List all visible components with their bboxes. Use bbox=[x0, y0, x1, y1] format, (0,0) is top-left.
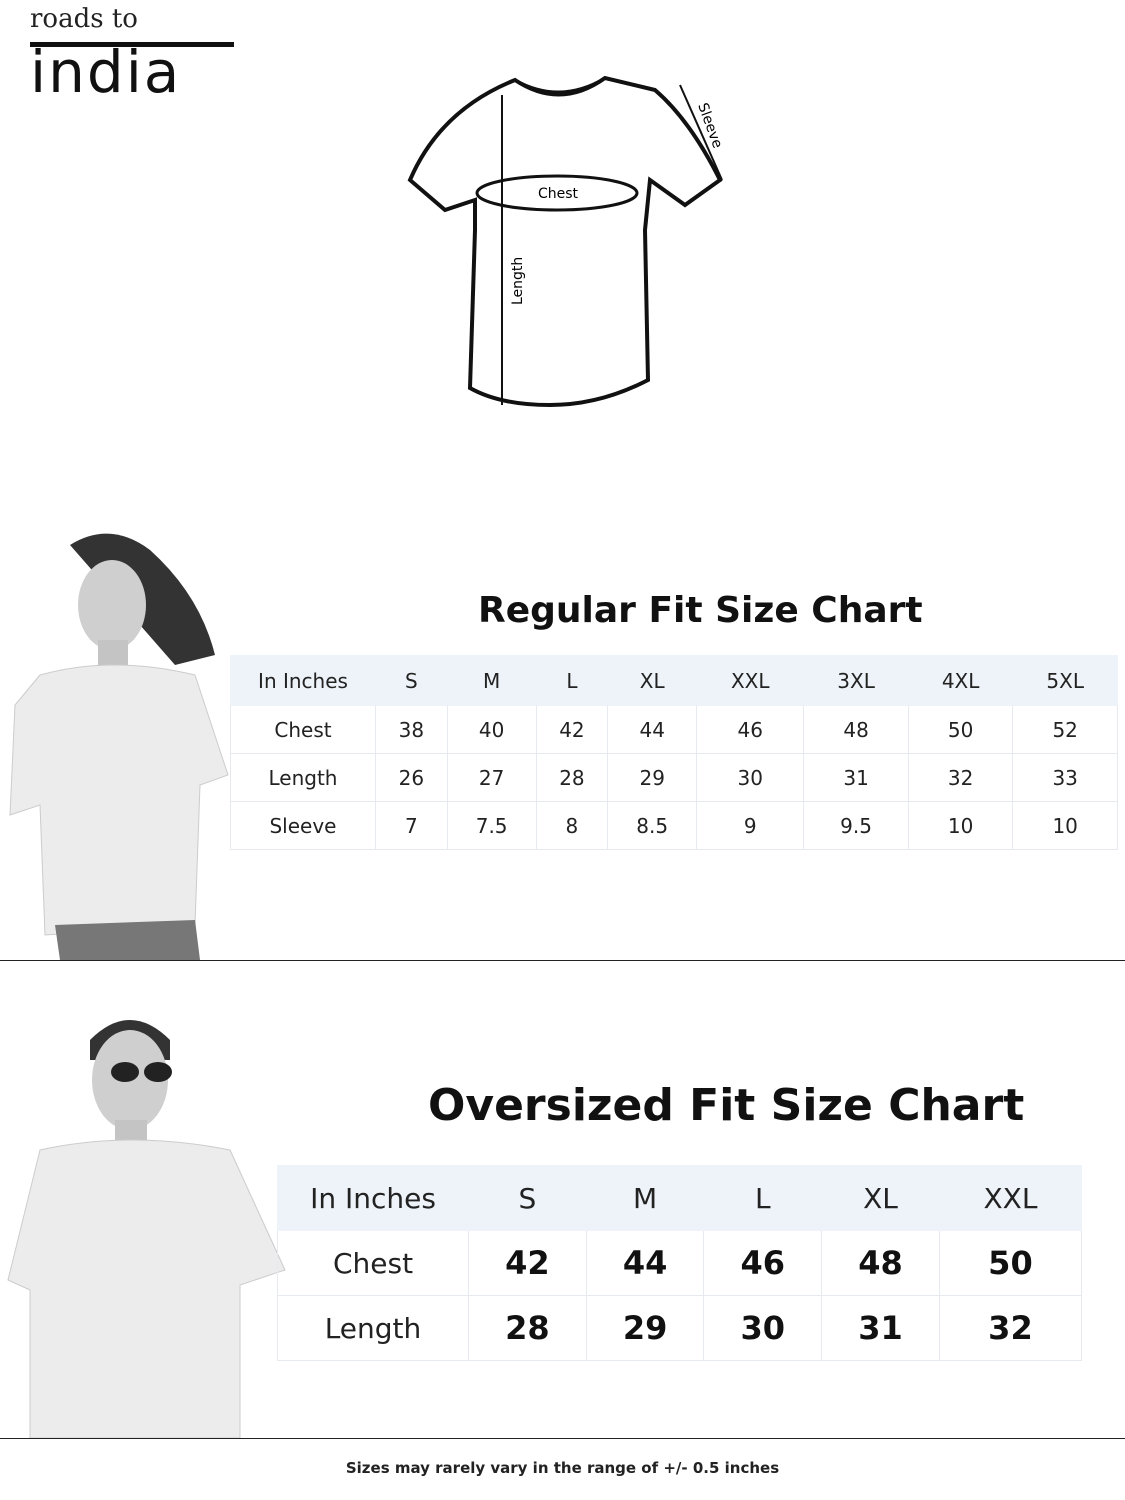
header-cell: XL bbox=[607, 655, 698, 706]
header-cell: S bbox=[468, 1165, 587, 1231]
value-cell: 33 bbox=[1012, 753, 1118, 802]
table-row: Chest 42 44 46 48 50 bbox=[277, 1230, 1083, 1296]
header-cell: XL bbox=[821, 1165, 940, 1231]
tshirt-outline bbox=[407, 75, 723, 408]
logo-bar bbox=[30, 42, 234, 47]
value-cell: 30 bbox=[696, 753, 805, 802]
value-cell: 44 bbox=[585, 1230, 705, 1296]
header-cell: L bbox=[535, 655, 609, 706]
header-cell: XXL bbox=[938, 1165, 1083, 1231]
value-cell: 28 bbox=[535, 753, 609, 802]
length-label: Length bbox=[510, 257, 526, 305]
value-cell: 48 bbox=[821, 1230, 940, 1296]
header-cell: M bbox=[585, 1165, 705, 1231]
value-cell: 42 bbox=[468, 1230, 587, 1296]
value-cell: 52 bbox=[1012, 705, 1118, 754]
header-cell: In Inches bbox=[277, 1165, 469, 1231]
value-cell: 29 bbox=[607, 753, 698, 802]
logo-main-text: india bbox=[30, 38, 182, 106]
value-cell: 7 bbox=[375, 801, 448, 850]
value-cell: 28 bbox=[468, 1295, 587, 1361]
oversized-chart-title: Oversized Fit Size Chart bbox=[428, 1080, 1025, 1131]
header-cell: In Inches bbox=[230, 655, 376, 706]
value-cell: 32 bbox=[938, 1295, 1083, 1361]
value-cell: 50 bbox=[938, 1230, 1083, 1296]
tshirt-measurement-diagram: Chest Length Sleeve bbox=[407, 75, 725, 408]
woman-model-photo bbox=[9, 533, 229, 960]
brand-logo: roads to india bbox=[14, 4, 234, 106]
man-model-photo bbox=[7, 1020, 286, 1438]
value-cell: 42 bbox=[535, 705, 609, 754]
value-cell: 31 bbox=[821, 1295, 940, 1361]
value-cell: 29 bbox=[585, 1295, 705, 1361]
sleeve-measure-line bbox=[679, 84, 723, 181]
table-row: Length 26 27 28 29 30 31 32 33 bbox=[230, 753, 1118, 802]
value-cell: 8.5 bbox=[607, 801, 698, 850]
row-label: Length bbox=[277, 1295, 469, 1361]
header-cell: 3XL bbox=[803, 655, 909, 706]
table-row: Sleeve 7 7.5 8 8.5 9 9.5 10 10 bbox=[230, 801, 1118, 850]
value-cell: 31 bbox=[803, 753, 909, 802]
value-cell: 30 bbox=[703, 1295, 823, 1361]
value-cell: 10 bbox=[907, 801, 1014, 850]
header-cell: S bbox=[375, 655, 448, 706]
value-cell: 48 bbox=[803, 705, 909, 754]
value-cell: 38 bbox=[375, 705, 448, 754]
table-header-row: In Inches S M L XL XXL 3XL 4XL 5XL bbox=[230, 655, 1118, 706]
header-cell: L bbox=[703, 1165, 823, 1231]
table-header-row: In Inches S M L XL XXL bbox=[277, 1165, 1083, 1231]
header-cell: XXL bbox=[696, 655, 805, 706]
oversized-size-table: In Inches S M L XL XXL Chest 42 44 46 48 50 L… bbox=[277, 1165, 1083, 1361]
header-cell: 5XL bbox=[1012, 655, 1118, 706]
chest-measure-line bbox=[475, 174, 639, 212]
value-cell: 27 bbox=[446, 753, 537, 802]
header-cell: 4XL bbox=[907, 655, 1014, 706]
value-cell: 9.5 bbox=[803, 801, 909, 850]
size-variance-note: Sizes may rarely vary in the range of +/… bbox=[345, 1459, 780, 1477]
table-row: Chest 38 40 42 44 46 48 50 52 bbox=[230, 705, 1118, 754]
header-cell: M bbox=[446, 655, 537, 706]
value-cell: 46 bbox=[703, 1230, 823, 1296]
value-cell: 44 bbox=[607, 705, 698, 754]
value-cell: 40 bbox=[446, 705, 537, 754]
row-label: Sleeve bbox=[230, 801, 376, 850]
value-cell: 32 bbox=[907, 753, 1014, 802]
chest-label: Chest bbox=[538, 186, 579, 202]
row-label: Chest bbox=[277, 1230, 469, 1296]
value-cell: 26 bbox=[375, 753, 448, 802]
regular-chart-title: Regular Fit Size Chart bbox=[478, 590, 923, 631]
logo-top-text: roads to bbox=[30, 4, 138, 34]
footer-divider bbox=[0, 1438, 1125, 1439]
value-cell: 7.5 bbox=[446, 801, 537, 850]
row-label: Chest bbox=[230, 705, 376, 754]
value-cell: 9 bbox=[696, 801, 805, 850]
section-divider bbox=[0, 960, 1125, 961]
value-cell: 46 bbox=[696, 705, 805, 754]
regular-size-table: In Inches S M L XL XXL 3XL 4XL 5XL Chest… bbox=[230, 655, 1118, 850]
value-cell: 50 bbox=[907, 705, 1014, 754]
value-cell: 8 bbox=[535, 801, 609, 850]
value-cell: 10 bbox=[1012, 801, 1118, 850]
row-label: Length bbox=[230, 753, 376, 802]
table-row: Length 28 29 30 31 32 bbox=[277, 1295, 1083, 1361]
